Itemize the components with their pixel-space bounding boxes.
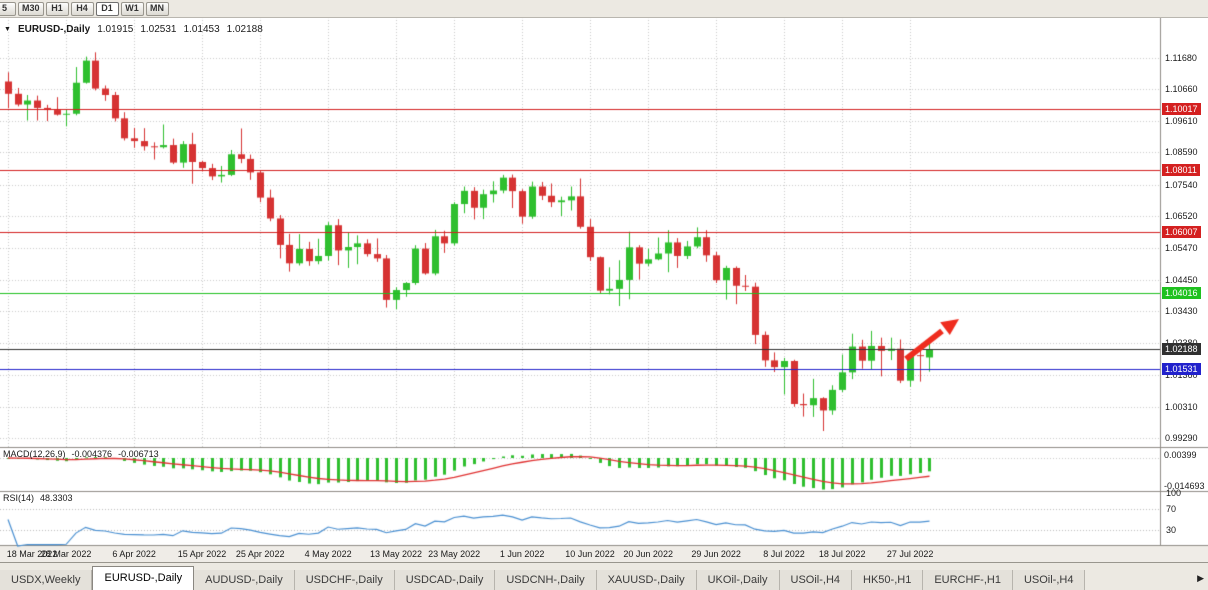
tab-usoil-h4[interactable]: USOil-,H4 [779, 570, 853, 590]
tab-usdchf-daily[interactable]: USDCHF-,Daily [294, 570, 395, 590]
tab-bar: USDX,Weekly EURUSD-,Daily AUDUSD-,Daily USD… [0, 562, 1208, 590]
timeframe-button-w1[interactable]: W1 [120, 1, 144, 16]
tab-hk50-h1[interactable]: HK50-,H1 [852, 570, 924, 590]
tab-eurchf-h1[interactable]: EURCHF-,H1 [923, 570, 1013, 590]
timeframe-button-5[interactable]: 5 [0, 1, 16, 16]
tab-usdcnh-daily[interactable]: USDCNH-,Daily [495, 570, 597, 590]
timeframe-button-mn[interactable]: MN [145, 1, 169, 16]
tab-eurusd-daily[interactable]: EURUSD-,Daily [92, 566, 195, 590]
timeframe-button-m30[interactable]: M30 [18, 1, 44, 16]
tab-usoil-h4[interactable]: USOil-,H4 [1012, 570, 1086, 590]
timeframe-button-h4[interactable]: H4 [70, 1, 94, 16]
tab-usdx-weekly[interactable]: USDX,Weekly [0, 570, 93, 590]
timeframe-button-d1[interactable]: D1 [95, 1, 119, 16]
timeframe-toolbar: 5 M30 H1 H4 D1 W1 MN [0, 0, 1208, 18]
tab-ukoil-daily[interactable]: UKOil-,Daily [696, 570, 780, 590]
tab-usdcad-daily[interactable]: USDCAD-,Daily [394, 570, 496, 590]
timeframe-button-h1[interactable]: H1 [45, 1, 69, 16]
tab-xauusd-daily[interactable]: XAUUSD-,Daily [596, 570, 697, 590]
tab-bar-items: USDX,Weekly EURUSD-,Daily AUDUSD-,Daily USD… [0, 563, 1193, 590]
tab-audusd-daily[interactable]: AUDUSD-,Daily [194, 570, 295, 590]
tab-scroll-right-icon[interactable]: ▶ [1197, 573, 1204, 583]
